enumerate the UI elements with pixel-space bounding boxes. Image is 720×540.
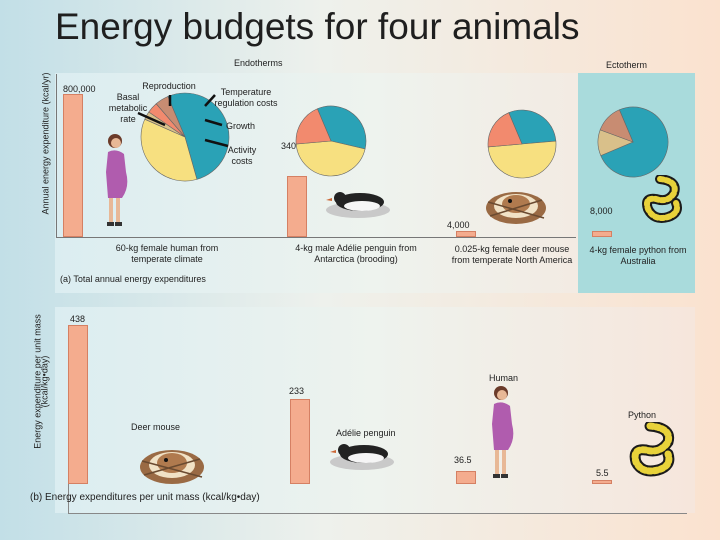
pie-slice-reproduction	[155, 96, 186, 138]
panel-b-axes	[68, 325, 687, 514]
panel-b-caption: (b) Energy expenditures per unit mass (k…	[30, 492, 260, 503]
value-label-mouse-per-mass: 438	[70, 314, 86, 324]
mouse-illustration	[486, 192, 546, 224]
human-illustration-b	[492, 386, 514, 478]
pie-label-growth: Growth	[226, 121, 256, 131]
pie-python	[597, 106, 669, 178]
animal-name-mouse: 0.025-kg female deer mouse from temperat…	[451, 244, 573, 265]
value-label-human-annual: 800,000	[63, 84, 96, 94]
pie-human	[140, 92, 230, 182]
panel-a-caption: (a) Total annual energy expenditures	[60, 274, 206, 284]
value-label-python-annual: 8,000	[590, 206, 613, 216]
panel-b-y-label-line2: (kcal/kg•day)	[39, 355, 50, 408]
bar-human-annual	[63, 94, 83, 237]
bar-penguin-per-mass	[290, 399, 310, 484]
pie-label-temperature: Temperature regulation costs	[214, 87, 278, 108]
pie-slice-reproduction	[599, 109, 634, 143]
pie-slice-temperature	[295, 108, 332, 145]
animal-name-human: 60-kg female human from temperate climat…	[115, 243, 219, 264]
value-label-penguin-per-mass: 233	[289, 386, 305, 396]
pie-label-basal: Basal metabolic rate	[108, 92, 148, 124]
human-illustration	[106, 134, 128, 226]
page-title: Energy budgets for four animals	[55, 6, 580, 47]
endotherms-label: Endotherms	[234, 58, 283, 68]
value-label-human-per-mass: 36.5	[454, 455, 472, 465]
pie-slice-basal	[316, 105, 367, 150]
leader-growth	[204, 118, 223, 127]
pie-label-activity: Activity costs	[227, 145, 257, 166]
pie-slice-activity	[140, 118, 198, 182]
pie-slice-basal	[600, 106, 669, 178]
pie-label-reproduction: Reproduction	[142, 81, 196, 91]
mouse-illustration-b	[140, 450, 204, 484]
animal-name-b-mouse: Deer mouse	[131, 422, 181, 432]
bar-python-per-mass	[592, 480, 612, 484]
animal-name-penguin: 4-kg male Adélie penguin from Antarctica…	[295, 243, 417, 264]
bar-mouse-per-mass	[68, 325, 88, 484]
leader-activity	[204, 138, 229, 148]
animal-name-b-penguin: Adélie penguin	[336, 428, 396, 438]
value-label-mouse-annual: 4,000	[447, 220, 470, 230]
python-illustration	[642, 175, 682, 223]
ectotherm-label: Ectotherm	[606, 60, 648, 70]
pie-penguin	[295, 105, 367, 177]
pie-slice-basal	[167, 92, 230, 180]
panel-a-axis	[56, 74, 57, 238]
animal-name-b-python: Python	[628, 410, 657, 420]
bar-mouse-annual	[456, 231, 476, 237]
penguin-illustration	[326, 192, 390, 218]
pie-slice-temperature	[487, 112, 523, 148]
pie-slice-basal	[508, 109, 557, 145]
pie-slice-activity	[295, 140, 366, 177]
penguin-illustration-b	[330, 444, 394, 470]
bar-python-annual	[592, 231, 612, 237]
leader-basal	[137, 111, 166, 127]
pie-mouse	[487, 109, 557, 179]
panel-a-baseline	[56, 237, 576, 238]
leader-temperature	[204, 94, 216, 107]
bar-penguin-annual	[287, 176, 307, 237]
animal-name-b-human: Human	[489, 373, 519, 383]
bar-human-per-mass	[456, 470, 476, 484]
value-label-python-per-mass: 5.5	[596, 468, 609, 478]
animal-name-python: 4-kg female python from Australia	[589, 245, 687, 266]
pie-slice-activity	[487, 140, 557, 179]
python-illustration-b	[629, 422, 675, 477]
